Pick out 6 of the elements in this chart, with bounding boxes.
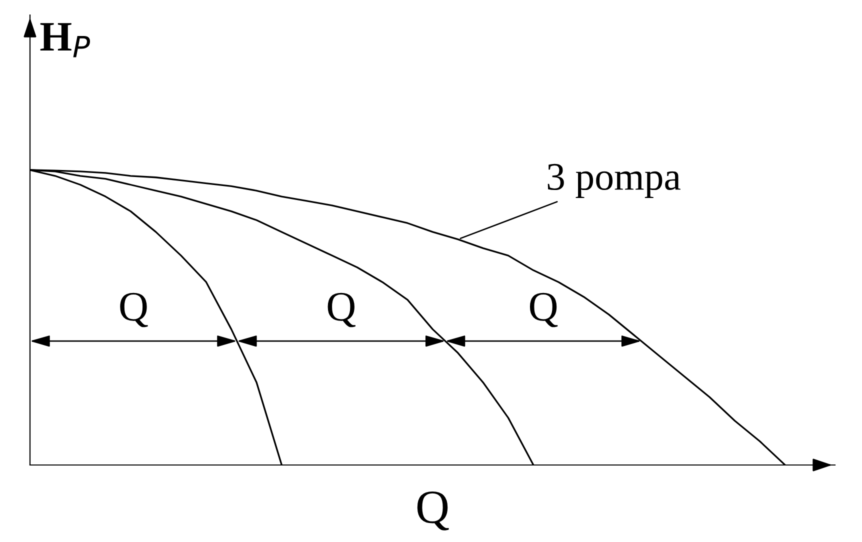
- annotation: Q: [530, 292, 558, 328]
- annotation: Q: [120, 292, 148, 328]
- series-label: 3 pompa: [548, 164, 680, 198]
- x-axis-title: Q: [417, 492, 449, 530]
- y-axis-title: H$_{P}$: [40, 23, 90, 58]
- annotation: Q: [328, 292, 356, 328]
